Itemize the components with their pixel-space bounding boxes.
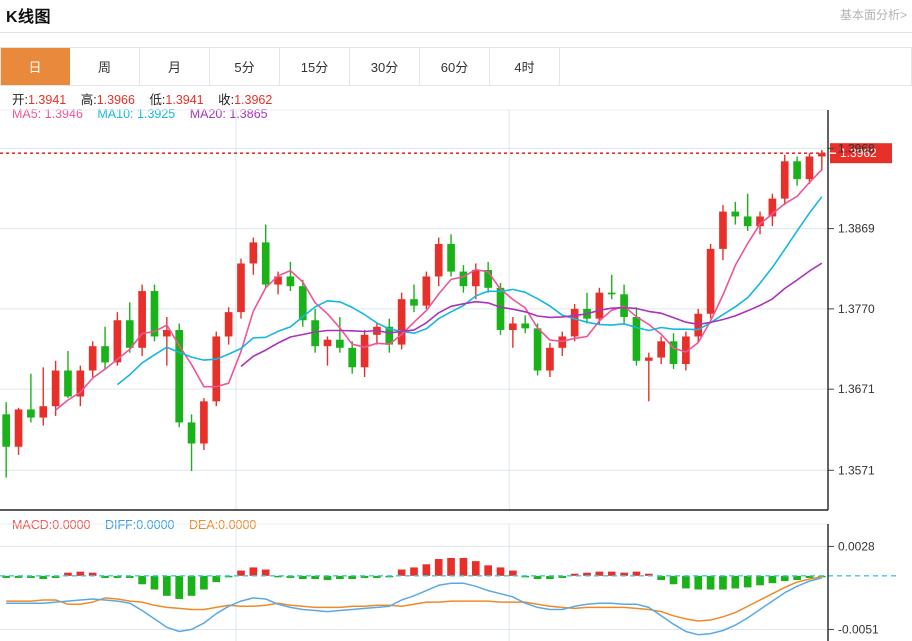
diff-value: 0.0000 (136, 518, 175, 532)
ohlc-readout: 开:1.3941 高:1.3966 低:1.3941 收:1.3962 (12, 89, 283, 108)
open-label: 开: (12, 93, 28, 107)
tab-30min[interactable]: 30分 (350, 48, 420, 85)
price-axis: 1.3968 1.3869 1.3770 1.3671 1.3571 (827, 110, 875, 641)
tab-4hour[interactable]: 4时 (490, 48, 560, 85)
high-label: 高: (80, 93, 97, 107)
candlestick-series (2, 149, 826, 478)
chart-area: 开:1.3941 高:1.3966 低:1.3941 收:1.3962 MA5:… (0, 86, 912, 641)
low-label: 低: (149, 93, 166, 107)
macd-panel: 0.0028 -0.0051 (0, 539, 898, 636)
high-value: 1.3966 (96, 93, 135, 107)
tab-week[interactable]: 周 (70, 48, 140, 85)
current-price-line: 1.3962 (0, 143, 892, 164)
close-label: 收: (218, 93, 235, 107)
tab-5min[interactable]: 5分 (210, 48, 280, 85)
svg-text:0.0028: 0.0028 (838, 539, 875, 553)
tab-day[interactable]: 日 (0, 48, 70, 85)
open-value: 1.3941 (27, 93, 67, 107)
moving-average-lines (55, 169, 823, 411)
macd-readout: MACD:0.0000 DIFF:0.0000 DEA:0.0000 (12, 518, 267, 532)
svg-text:1.3869: 1.3869 (838, 222, 875, 236)
page-header: K线图 基本面分析> (0, 0, 912, 33)
svg-text:-0.0051: -0.0051 (838, 622, 879, 636)
tab-15min[interactable]: 15分 (280, 48, 350, 85)
diff-label: DIFF: (105, 518, 137, 532)
svg-text:1.3962: 1.3962 (840, 146, 877, 160)
tab-60min[interactable]: 60分 (420, 48, 490, 85)
close-value: 1.3962 (234, 93, 273, 107)
svg-text:1.3571: 1.3571 (838, 463, 875, 477)
svg-text:1.3770: 1.3770 (838, 302, 875, 316)
low-value: 1.3941 (165, 93, 204, 107)
candlestick-svg[interactable]: 1.3962 0.0028-0.0051 1.39681.38691.37701… (0, 86, 912, 641)
tabbar-filler (560, 48, 912, 85)
svg-text:1.3968: 1.3968 (838, 141, 875, 155)
dea-label: DEA: (188, 518, 219, 532)
svg-text:1.3671: 1.3671 (838, 382, 875, 396)
dea-value: 0.0000 (218, 518, 257, 532)
tab-month[interactable]: 月 (140, 48, 210, 85)
macd-value: 0.0000 (52, 518, 91, 532)
period-tabbar: 日 周 月 5分 15分 30分 60分 4时 (0, 47, 912, 86)
macd-label: MACD: (12, 518, 53, 532)
grid-layer (0, 109, 828, 641)
page-title: K线图 (6, 9, 52, 26)
fundamental-analysis-link[interactable]: 基本面分析> (839, 8, 907, 22)
